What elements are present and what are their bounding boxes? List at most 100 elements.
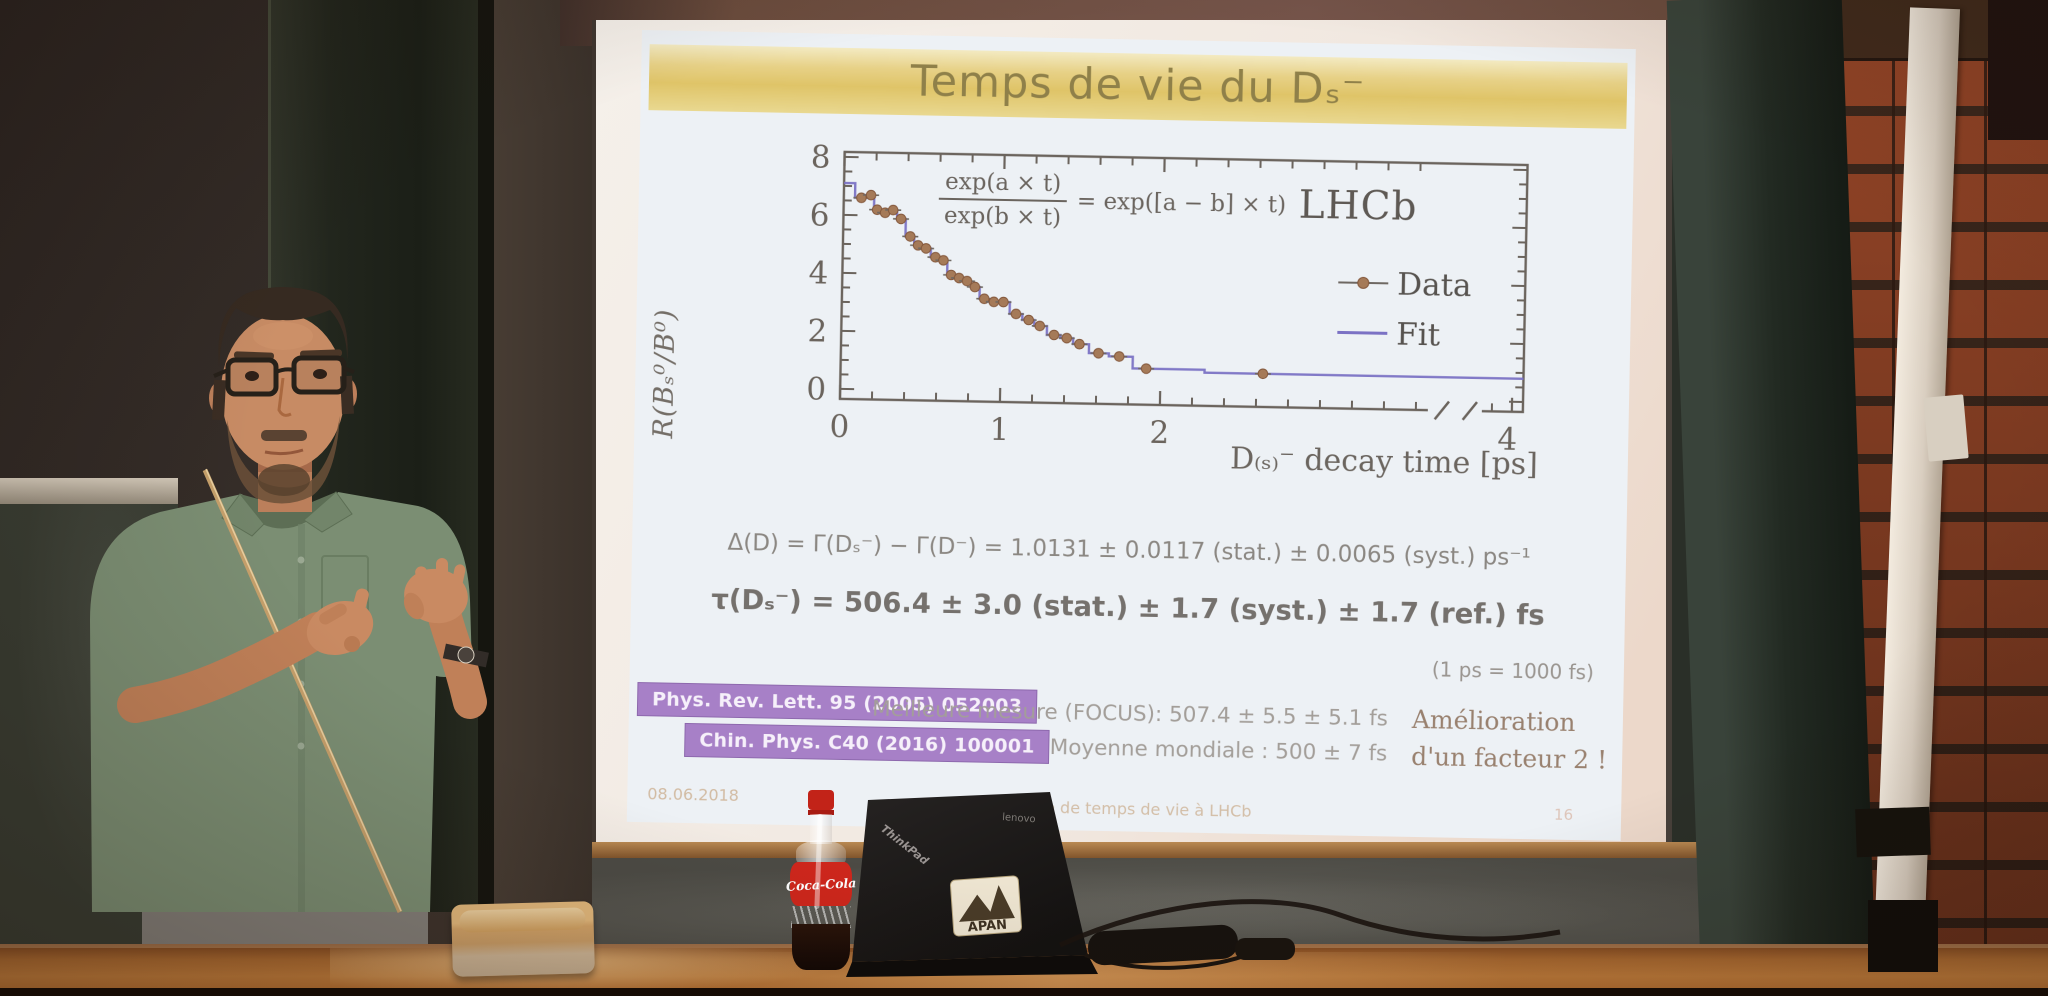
chin-beard [258,464,310,496]
data-point [1093,347,1104,359]
formula-rhs: = exp([a − b] × t) [1076,188,1287,219]
right-eye [313,369,327,379]
chalk-tray [0,478,178,504]
left-finger-3 [449,564,466,598]
mountain-icon [959,885,1015,922]
x-tick-label: 1 [989,412,1009,448]
legend-data-row: Data [1337,265,1472,304]
hair [218,287,348,366]
data-point [865,189,877,201]
moustache [261,430,307,441]
data-point [938,255,949,266]
legend-data-label: Data [1396,266,1472,304]
presenter [90,287,489,958]
beard [227,416,340,504]
left-sideburn [211,379,227,421]
bottle-neck [810,814,832,844]
glasses-temples [213,366,355,378]
y-tick-label: 0 [806,371,826,407]
lenovo-logo: lenovo [1002,812,1036,825]
cola-bottle: Coca-Cola [776,784,866,988]
wall-box-lower [1868,900,1938,972]
shirt-button [297,742,305,750]
axis-break-slash [1433,400,1450,421]
unit-note: (1 ps = 1000 fs) [1431,657,1595,685]
data-point [1023,314,1035,326]
x-tick-label: 2 [1149,415,1169,451]
shirt-placket [298,524,305,912]
chart-xlabel: D₍ₛ₎⁻ decay time [ps] [1229,441,1539,483]
improvement-line-1: Amélioration [1411,704,1576,738]
plot-frame [838,150,1529,414]
laptop: ThinkPad lenovo APAN [846,792,1098,977]
blackboard-eraser [451,901,595,977]
wall-strip [494,0,594,912]
legend-data-marker-icon [1337,265,1390,302]
axis-break-gap [1427,402,1482,420]
right-index-finger [348,588,369,630]
glasses-bridge [275,367,295,374]
forehead-shine [253,322,313,350]
sticker-text: APAN [967,918,1007,936]
comparison-text: Meilleure mesure (FOCUS): 507.4 ± 5.5 ± … [871,693,1388,772]
bottle-body [791,906,851,928]
right-fingers [344,636,360,652]
data-point [1034,320,1046,332]
right-thumb [319,603,347,625]
data-point [1113,351,1125,362]
pointer-stick-highlight [205,468,402,912]
axis-break-slash [1461,401,1478,421]
bottle-cap-band [808,810,834,815]
collar-left [221,493,265,537]
data-point [1140,363,1152,374]
shirt-button [297,556,305,564]
laptop-sticker: APAN [949,875,1023,937]
right-beam-corner [1988,0,2048,140]
wall-box [1855,806,1931,858]
legend-fit-line-icon [1336,315,1389,352]
slide-title-banner: Temps de vie du Dₛ⁻ [648,44,1628,129]
watch-face [457,646,475,664]
collar-right [303,491,353,533]
data-point [1010,308,1022,320]
formula-fraction: exp(a × t) exp(b × t) [938,168,1068,231]
x-tick-label: 0 [829,409,849,445]
lhcb-label: LHCb [1298,182,1418,230]
data-point [961,275,973,287]
data-point [1061,332,1073,344]
legend-fit-row: Fit [1336,315,1441,353]
legend-fit-label: Fit [1395,316,1441,354]
left-finger-2 [436,558,448,596]
slide-page-number: 16 [1553,805,1574,825]
data-point [895,213,907,225]
y-tick-label: 6 [809,197,829,233]
ratio-formula: exp(a × t) exp(b × t) = exp([a − b] × t) [938,168,1287,236]
bottle-brand-text: Coca-Cola [785,874,857,894]
cable-adapter [1235,938,1295,960]
y-tick-label: 2 [807,313,827,349]
chart-ylabel: R(Bₛ⁰/B⁰) [648,308,682,439]
equation-lifetime-result: τ(Dₛ⁻) = 506.4 ± 3.0 (stat.) ± 1.7 (syst… [711,583,1545,632]
data-point [969,281,981,293]
data-point [998,296,1009,308]
bottle-liquid [792,924,850,970]
green-pillar [1666,0,1875,954]
bottle-label: Coca-Cola [785,862,857,906]
mouth [264,448,304,456]
data-point [887,204,899,216]
data-point [1257,368,1269,380]
right-forearm [117,612,336,723]
shirt [90,492,472,912]
left-thumb [403,592,425,620]
paper-note [1923,394,1969,462]
data-point [1074,338,1085,350]
pointer-stick [202,468,403,914]
eraser-handle [459,907,586,933]
desk-front-edge [0,988,2048,996]
y-tick-label: 8 [811,139,831,175]
data-point [920,243,932,254]
lifetime-chart-svg: 0 2 4 6 8 0 1 2 4 [806,139,1529,458]
